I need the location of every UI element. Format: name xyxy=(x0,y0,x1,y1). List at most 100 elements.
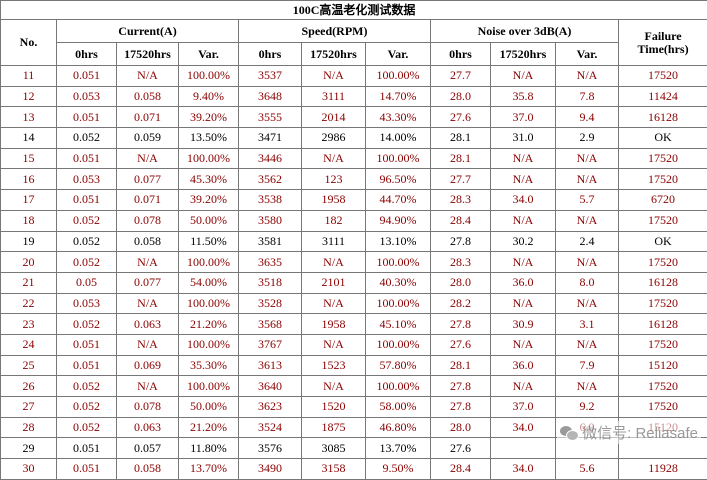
cell-noise-0hrs: 28.1 xyxy=(431,355,491,376)
subheader-noise-0hrs: 0hrs xyxy=(431,43,491,66)
cell-speed-0hrs: 3640 xyxy=(239,376,302,397)
cell-current-var: 45.30% xyxy=(179,169,239,190)
cell-speed-var: 94.90% xyxy=(366,210,431,231)
cell-current-0hrs: 0.051 xyxy=(57,438,117,459)
cell-noise-17520hrs: 34.0 xyxy=(491,190,556,211)
cell-current-17520hrs: 0.071 xyxy=(117,190,179,211)
cell-speed-17520hrs: N/A xyxy=(302,334,366,355)
cell-no: 12 xyxy=(1,86,57,107)
cell-speed-17520hrs: 1875 xyxy=(302,417,366,438)
cell-noise-17520hrs: 36.0 xyxy=(491,355,556,376)
cell-current-17520hrs: 0.063 xyxy=(117,314,179,335)
cell-speed-0hrs: 3576 xyxy=(239,438,302,459)
cell-noise-0hrs: 28.0 xyxy=(431,417,491,438)
subheader-current-var: Var. xyxy=(179,43,239,66)
cell-noise-var: 9.4 xyxy=(556,107,619,128)
cell-speed-0hrs: 3767 xyxy=(239,334,302,355)
cell-speed-var: 100.00% xyxy=(366,148,431,169)
cell-current-0hrs: 0.053 xyxy=(57,293,117,314)
cell-speed-var: 100.00% xyxy=(366,252,431,273)
cell-no: 23 xyxy=(1,314,57,335)
cell-current-0hrs: 0.05 xyxy=(57,272,117,293)
cell-noise-var: N/A xyxy=(556,66,619,87)
cell-noise-17520hrs: N/A xyxy=(491,334,556,355)
cell-speed-17520hrs: 3111 xyxy=(302,86,366,107)
header-noise: Noise over 3dB(A) xyxy=(431,20,619,43)
cell-no: 15 xyxy=(1,148,57,169)
cell-noise-17520hrs: 37.0 xyxy=(491,397,556,418)
cell-noise-var: N/A xyxy=(556,169,619,190)
subheader-noise-17520hrs: 17520hrs xyxy=(491,43,556,66)
header-no: No. xyxy=(1,20,57,66)
cell-failure-time: 17520 xyxy=(619,148,707,169)
cell-speed-0hrs: 3613 xyxy=(239,355,302,376)
cell-current-17520hrs: 0.077 xyxy=(117,169,179,190)
cell-current-17520hrs: 0.069 xyxy=(117,355,179,376)
cell-current-var: 100.00% xyxy=(179,66,239,87)
cell-speed-17520hrs: 3085 xyxy=(302,438,366,459)
cell-speed-var: 13.70% xyxy=(366,438,431,459)
cell-speed-17520hrs: 1958 xyxy=(302,190,366,211)
cell-speed-var: 40.30% xyxy=(366,272,431,293)
cell-noise-var: 2.9 xyxy=(556,128,619,149)
cell-no: 24 xyxy=(1,334,57,355)
header-failure-line1: Failure xyxy=(644,29,681,43)
cell-speed-0hrs: 3623 xyxy=(239,397,302,418)
cell-speed-17520hrs: N/A xyxy=(302,66,366,87)
subheader-speed-0hrs: 0hrs xyxy=(239,43,302,66)
cell-speed-17520hrs: 2986 xyxy=(302,128,366,149)
cell-current-0hrs: 0.052 xyxy=(57,376,117,397)
cell-speed-17520hrs: N/A xyxy=(302,252,366,273)
cell-current-0hrs: 0.052 xyxy=(57,210,117,231)
cell-noise-0hrs: 27.7 xyxy=(431,169,491,190)
cell-current-17520hrs: N/A xyxy=(117,252,179,273)
cell-current-17520hrs: 0.058 xyxy=(117,231,179,252)
cell-no: 13 xyxy=(1,107,57,128)
cell-noise-0hrs: 28.4 xyxy=(431,210,491,231)
cell-noise-0hrs: 27.8 xyxy=(431,231,491,252)
cell-noise-0hrs: 28.1 xyxy=(431,148,491,169)
cell-speed-var: 13.10% xyxy=(366,231,431,252)
cell-speed-0hrs: 3524 xyxy=(239,417,302,438)
cell-current-var: 100.00% xyxy=(179,252,239,273)
cell-current-var: 50.00% xyxy=(179,210,239,231)
cell-failure-time: 6720 xyxy=(619,190,707,211)
header-failure-time: Failure Time(hrs) xyxy=(619,20,707,66)
cell-noise-var: 3.1 xyxy=(556,314,619,335)
cell-no: 28 xyxy=(1,417,57,438)
cell-no: 27 xyxy=(1,397,57,418)
cell-current-var: 100.00% xyxy=(179,376,239,397)
cell-speed-17520hrs: N/A xyxy=(302,293,366,314)
cell-speed-17520hrs: 1958 xyxy=(302,314,366,335)
cell-no: 19 xyxy=(1,231,57,252)
cell-speed-var: 100.00% xyxy=(366,376,431,397)
subheader-current-17520hrs: 17520hrs xyxy=(117,43,179,66)
cell-failure-time: 17520 xyxy=(619,376,707,397)
cell-current-17520hrs: 0.077 xyxy=(117,272,179,293)
cell-current-0hrs: 0.053 xyxy=(57,169,117,190)
cell-speed-var: 100.00% xyxy=(366,334,431,355)
cell-no: 22 xyxy=(1,293,57,314)
cell-current-0hrs: 0.051 xyxy=(57,148,117,169)
cell-current-0hrs: 0.051 xyxy=(57,107,117,128)
subheader-noise-var: Var. xyxy=(556,43,619,66)
cell-failure-time: 16128 xyxy=(619,272,707,293)
subheader-speed-17520hrs: 17520hrs xyxy=(302,43,366,66)
cell-speed-17520hrs: 123 xyxy=(302,169,366,190)
group-header-row: No. Current(A) Speed(RPM) Noise over 3dB… xyxy=(1,20,707,43)
cell-noise-17520hrs: N/A xyxy=(491,210,556,231)
cell-failure-time: 11424 xyxy=(619,86,707,107)
cell-speed-0hrs: 3568 xyxy=(239,314,302,335)
cell-speed-17520hrs: 182 xyxy=(302,210,366,231)
cell-speed-var: 44.70% xyxy=(366,190,431,211)
watermark-text: 微信号: Reliasafe xyxy=(582,422,698,443)
cell-speed-var: 57.80% xyxy=(366,355,431,376)
subheader-speed-var: Var. xyxy=(366,43,431,66)
